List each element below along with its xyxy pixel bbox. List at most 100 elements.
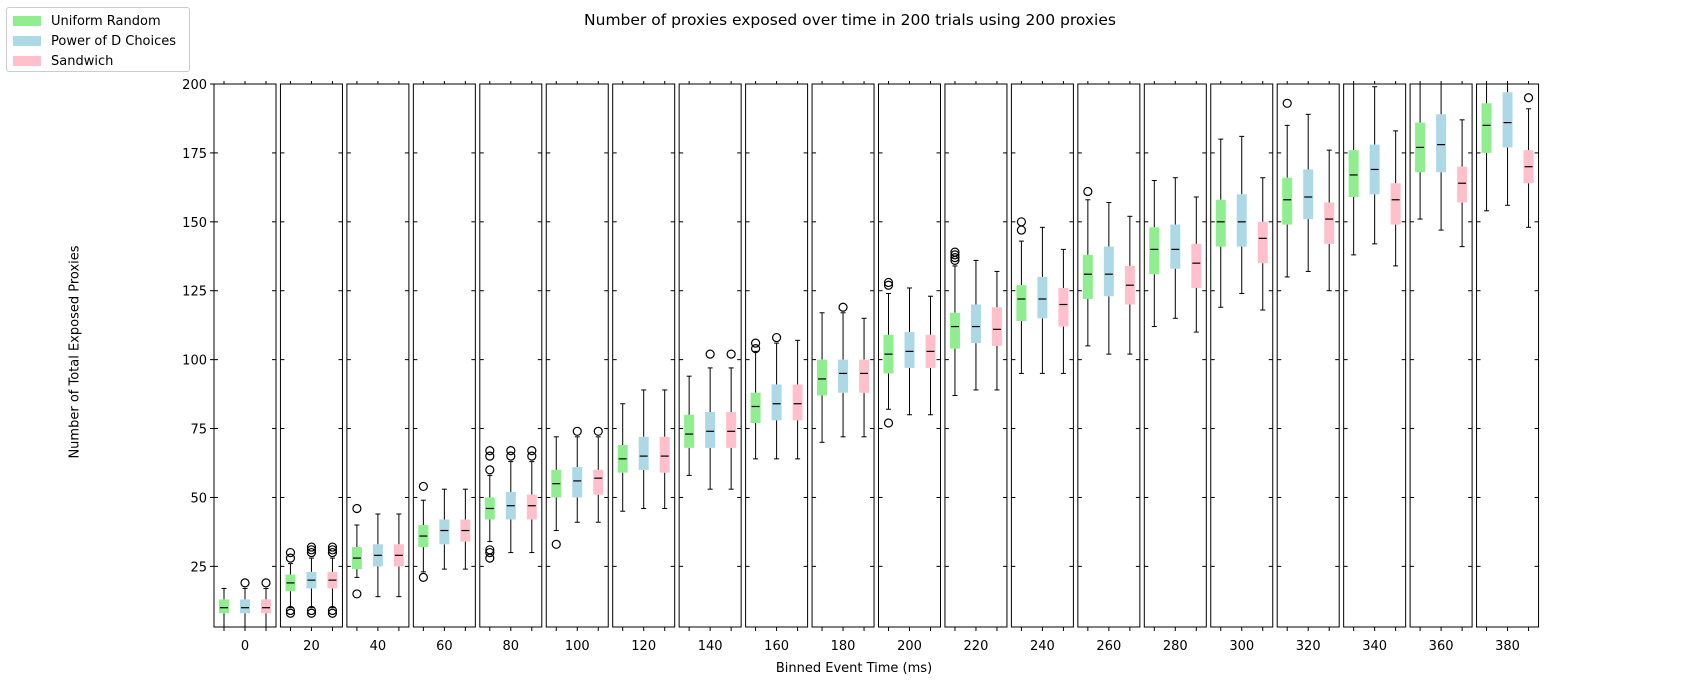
x-tick-label: 240 [1030, 639, 1055, 654]
outlier-point [485, 451, 495, 461]
box-power-of-d-choices [1170, 224, 1181, 269]
outlier-point [285, 605, 296, 616]
outlier-point [527, 445, 537, 456]
outlier-point [838, 302, 848, 312]
x-tick-label: 300 [1229, 639, 1254, 654]
outlier-point [750, 338, 761, 348]
outlier-point [327, 545, 338, 555]
x-tick-label: 100 [565, 639, 590, 654]
outlier-point [551, 539, 561, 549]
box-uniform-random [750, 392, 761, 424]
box-power-of-d-choices [638, 436, 649, 470]
panel-frame [878, 83, 941, 628]
x-tick-label: 160 [764, 639, 789, 654]
panel-frame [1343, 83, 1407, 628]
outlier-point [285, 608, 296, 618]
x-tick-label: 140 [698, 639, 723, 654]
outlier-point [1083, 186, 1093, 197]
outlier-point [352, 503, 362, 514]
outlier-point [418, 572, 428, 582]
outlier-point [306, 542, 317, 552]
panel-frame [678, 83, 742, 628]
outlier-point [950, 253, 960, 263]
box-uniform-random [1215, 199, 1226, 247]
outlier-point [306, 605, 317, 616]
x-tick-label: 60 [436, 639, 453, 654]
outlier-point [1016, 225, 1027, 235]
panel-frame [279, 83, 343, 628]
legend-item-power-of-d-choices: Power of D Choices [13, 33, 176, 49]
box-uniform-random [1348, 150, 1359, 198]
legend-label-uniform-random: Uniform Random [51, 13, 161, 29]
legend-label-power-of-d-choices: Power of D Choices [51, 33, 177, 49]
x-axis-label: Binned Event Time (ms) [775, 661, 933, 676]
box-sandwich [991, 307, 1002, 346]
box-sandwich [1257, 221, 1268, 264]
x-tick-label: 320 [1296, 639, 1321, 654]
box-power-of-d-choices [1303, 169, 1314, 220]
box-sandwich [1324, 202, 1335, 244]
x-tick-label: 380 [1495, 639, 1520, 654]
outlier-point [705, 349, 715, 359]
outlier-point [485, 545, 495, 555]
outlier-point [485, 465, 495, 475]
box-power-of-d-choices [838, 359, 849, 393]
box-uniform-random [1481, 103, 1492, 153]
outlier-point [240, 578, 250, 588]
y-tick-label: 150 [182, 216, 207, 231]
outlier-point [327, 608, 338, 618]
legend-swatch-power-of-d-choices [13, 36, 41, 46]
box-sandwich [726, 412, 737, 448]
box-power-of-d-choices [904, 332, 915, 368]
outlier-point [327, 542, 338, 552]
box-power-of-d-choices [439, 519, 450, 545]
legend-label-sandwich: Sandwich [51, 53, 114, 69]
box-power-of-d-choices [1103, 246, 1114, 297]
y-tick-label: 200 [182, 78, 207, 93]
panel-frame [1476, 83, 1540, 628]
legend-item-sandwich: Sandwich [13, 53, 113, 69]
x-tick-label: 200 [897, 639, 922, 654]
box-uniform-random [1149, 227, 1160, 275]
box-uniform-random [1082, 254, 1093, 299]
y-tick-label: 25 [190, 560, 207, 575]
outlier-point [750, 344, 761, 354]
box-sandwich [1191, 243, 1202, 288]
x-tick-label: 120 [631, 639, 656, 654]
outlier-point [285, 553, 296, 563]
panel-frame [1010, 83, 1074, 628]
panel-frame [1210, 83, 1274, 628]
box-uniform-random [949, 312, 960, 349]
x-tick-label: 0 [241, 639, 249, 654]
box-power-of-d-choices [1502, 92, 1513, 148]
box-uniform-random [1016, 285, 1027, 322]
panel-frame [213, 83, 277, 628]
x-tick-label: 40 [370, 639, 387, 654]
box-power-of-d-choices [572, 467, 583, 498]
legend-swatch-sandwich [13, 56, 41, 66]
box-uniform-random [1282, 177, 1293, 225]
outlier-point [527, 451, 537, 461]
outlier-point [306, 547, 317, 558]
legend: Uniform Random Power of D Choices Sandwi… [6, 7, 190, 72]
box-uniform-random [219, 599, 229, 614]
y-tick-label: 75 [190, 423, 207, 438]
x-tick-label: 180 [831, 639, 856, 654]
outlier-point [306, 545, 317, 555]
outlier-point [506, 445, 516, 456]
x-tick-label: 340 [1362, 639, 1387, 654]
x-tick-label: 80 [503, 639, 520, 654]
panel-frame [1143, 83, 1207, 628]
outlier-point [306, 608, 317, 618]
box-power-of-d-choices [1236, 194, 1247, 247]
x-tick-label: 280 [1163, 639, 1188, 654]
outlier-point [883, 280, 894, 290]
panel-frame [1077, 83, 1141, 628]
outlier-point [883, 418, 894, 428]
box-sandwich [526, 494, 537, 520]
box-uniform-random [684, 414, 695, 448]
outlier-point [771, 332, 782, 343]
panel-frame [479, 83, 543, 628]
box-sandwich [261, 599, 271, 614]
